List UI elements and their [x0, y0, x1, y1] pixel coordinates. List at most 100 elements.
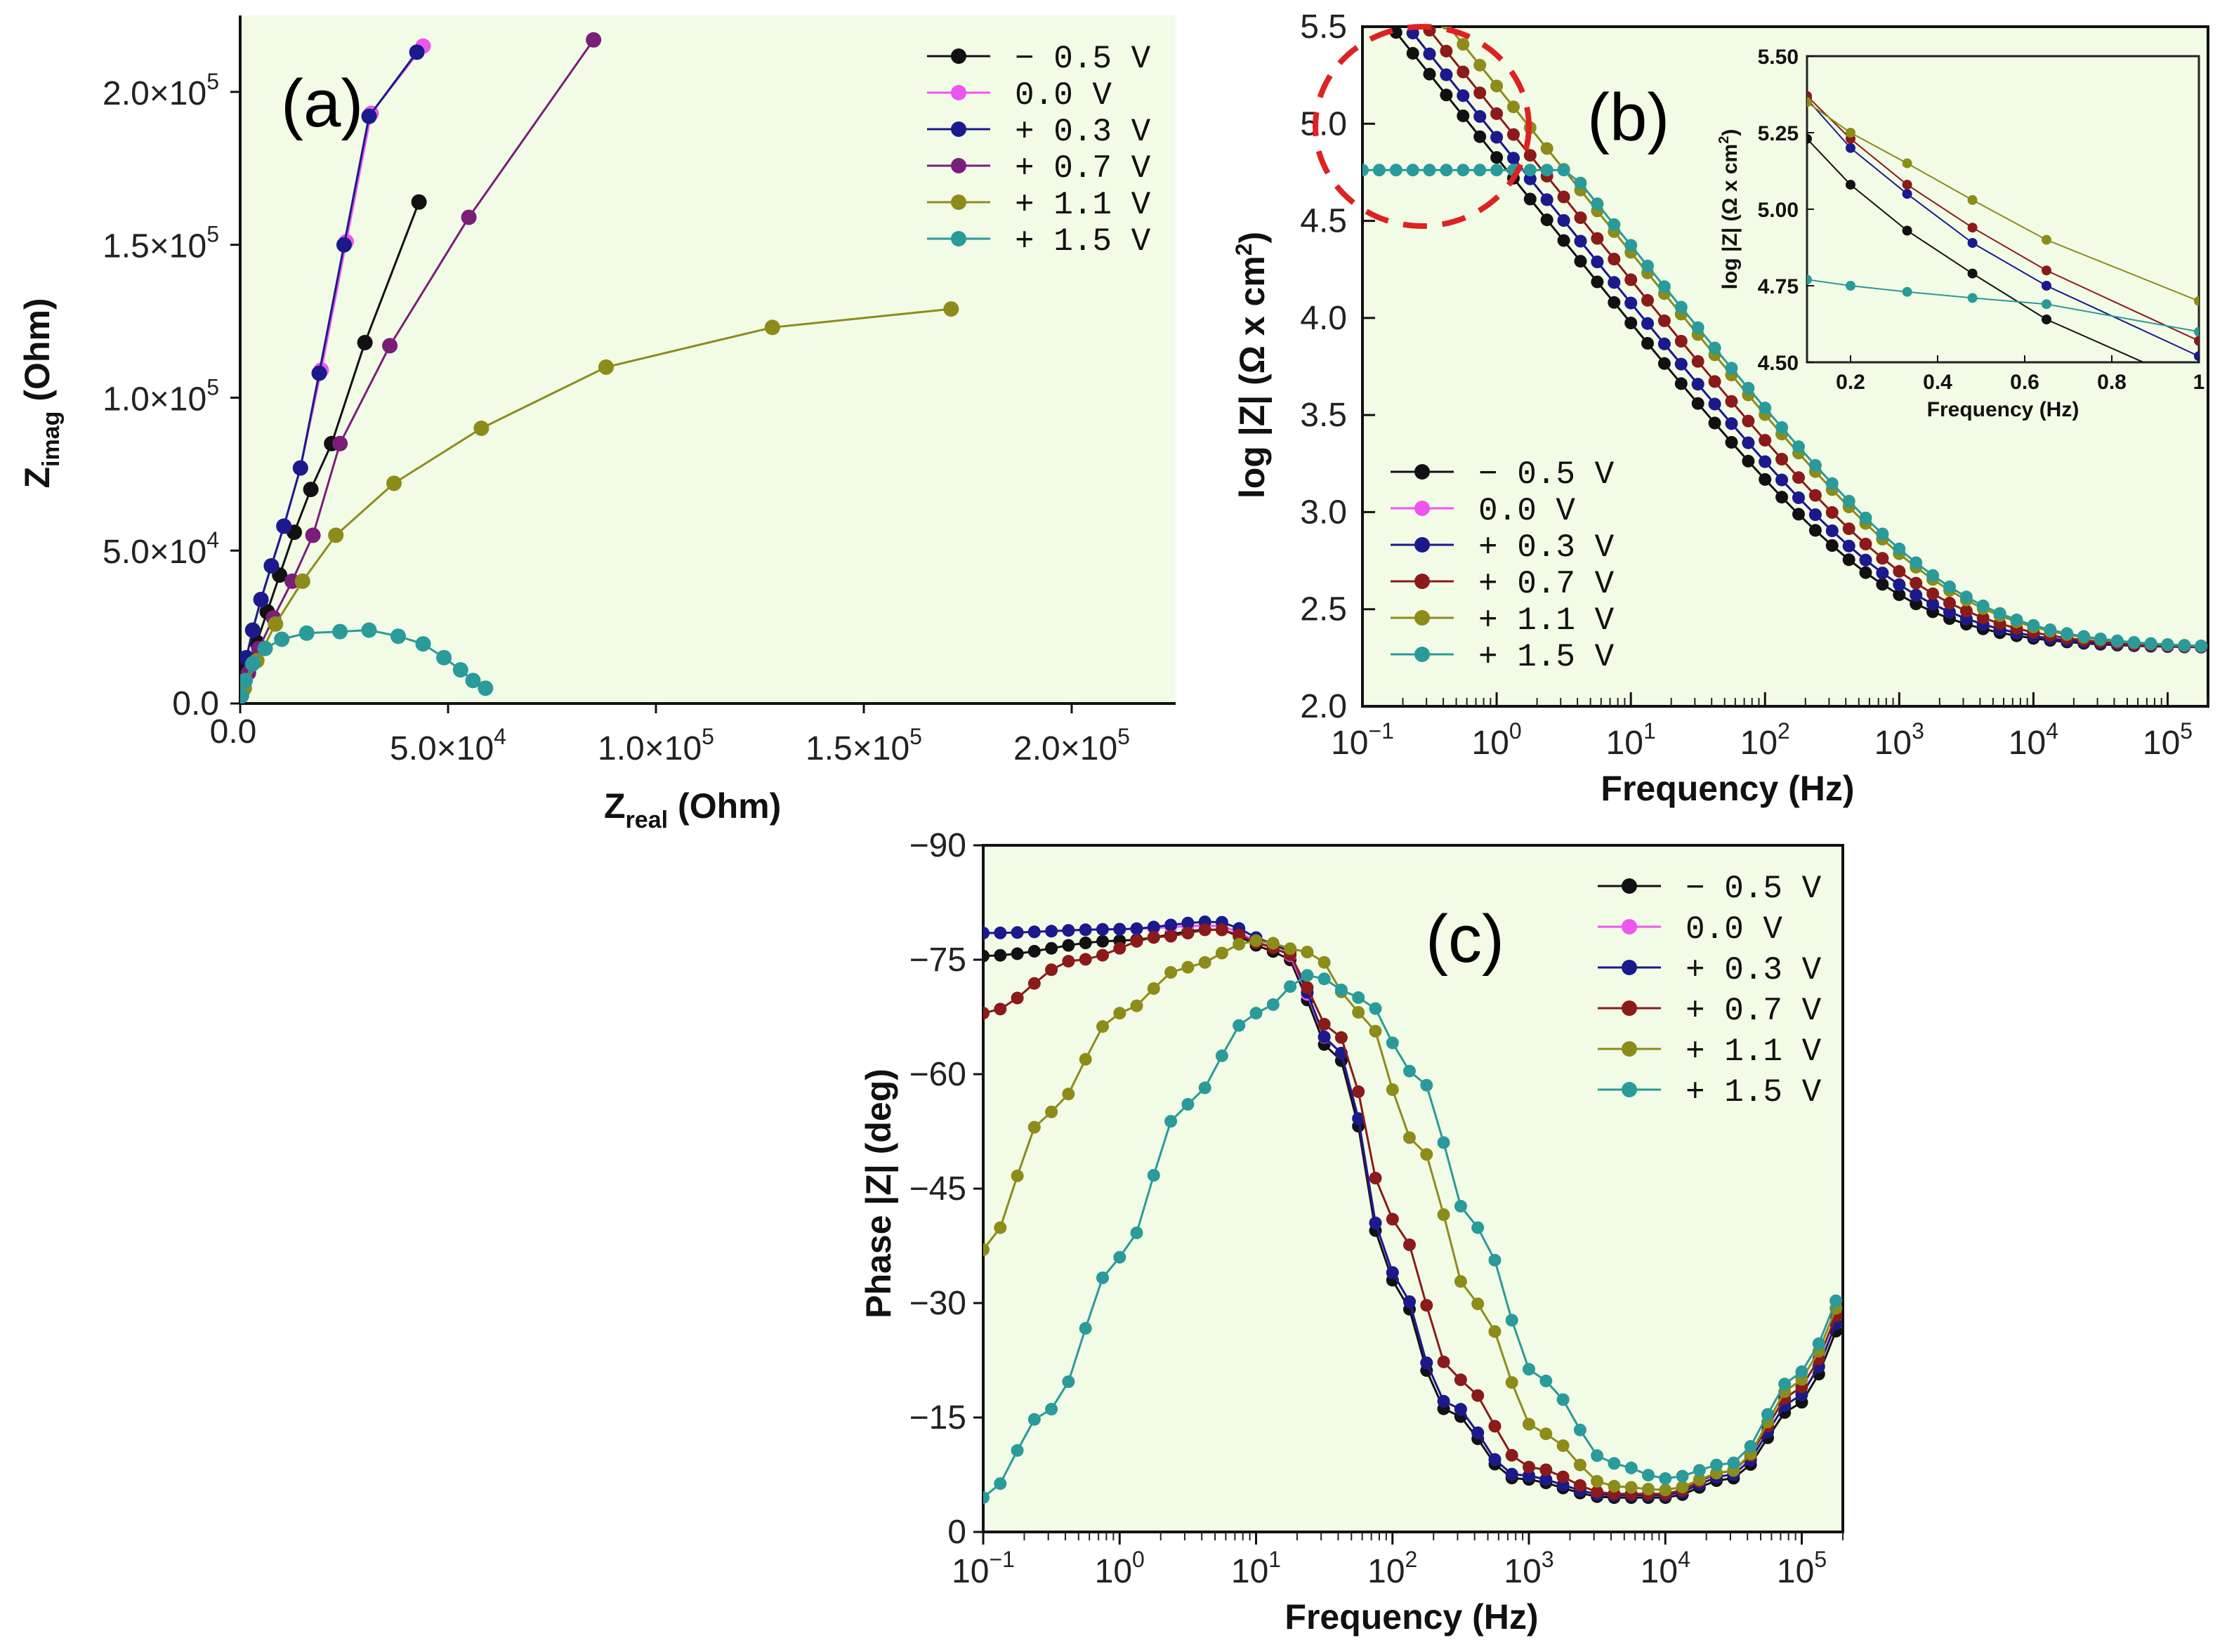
data-point	[1829, 1294, 1843, 1307]
data-point	[292, 460, 308, 476]
legend-marker	[1622, 1041, 1637, 1057]
legend-marker	[1622, 919, 1637, 934]
data-point	[1490, 107, 1504, 120]
y-tick-label: 3.5	[1300, 397, 1347, 434]
data-point	[1641, 259, 1654, 272]
data-point	[2161, 638, 2174, 651]
x-tick-label: 105	[1777, 1547, 1827, 1590]
data-point	[452, 662, 468, 678]
data-point	[1807, 275, 1812, 285]
panel-a-label: (a)	[281, 66, 363, 141]
data-point	[994, 1477, 1007, 1491]
series-line	[1807, 138, 2146, 362]
panel-c-bode-phase-plot: 10−1 100 101 102 103 104 105 0 −15 −30 −45 −60 −75 −9…	[859, 827, 1844, 1637]
data-point	[386, 475, 402, 491]
legend-label: + 0.7 V	[1478, 566, 1615, 602]
data-point	[1557, 190, 1570, 204]
legend-entry: 0.0 V	[1391, 493, 1575, 529]
legend-label: + 0.7 V	[1686, 993, 1822, 1029]
data-point	[1591, 197, 1604, 211]
data-point	[1420, 1356, 1433, 1370]
data-point	[1147, 920, 1160, 934]
data-point	[1473, 58, 1487, 72]
data-point	[1591, 1449, 1604, 1462]
data-point	[1215, 923, 1228, 937]
data-point	[1624, 296, 1638, 310]
data-point	[1708, 375, 1721, 388]
data-point	[1959, 604, 1973, 618]
data-point	[1062, 1088, 1075, 1101]
data-point	[1164, 930, 1178, 943]
data-point	[1926, 569, 1940, 582]
data-point	[1490, 164, 1504, 177]
data-point	[1027, 1413, 1041, 1426]
data-point	[1967, 268, 1978, 279]
data-point	[1808, 508, 1822, 522]
data-point	[1233, 928, 1246, 941]
data-point	[983, 1491, 990, 1505]
data-point	[2195, 639, 2208, 652]
data-point	[1440, 88, 1453, 102]
data-point	[1608, 296, 1621, 309]
data-point	[1842, 539, 1855, 553]
data-point	[994, 1221, 1007, 1234]
data-point	[1591, 256, 1604, 268]
data-point	[294, 573, 310, 589]
data-point	[1386, 1036, 1399, 1050]
data-point	[1795, 1365, 1808, 1378]
data-point	[1556, 1470, 1570, 1484]
data-point	[411, 194, 427, 210]
data-point	[1062, 1375, 1075, 1388]
legend-label: 0.0 V	[1015, 77, 1112, 114]
data-point	[2042, 265, 2051, 276]
data-point	[1523, 1363, 1535, 1376]
data-point	[1775, 421, 1789, 434]
legend-marker	[1622, 960, 1637, 975]
data-point	[1943, 605, 1956, 619]
data-point	[1423, 67, 1436, 81]
series-line	[1807, 95, 2199, 342]
data-point	[1011, 947, 1024, 960]
x-tick-label: 0.0	[210, 713, 257, 751]
x-tick-label: 1.0×105	[598, 724, 714, 767]
data-point	[994, 949, 1007, 962]
data-point	[1691, 355, 1704, 368]
data-point	[1318, 1030, 1331, 1043]
legend-label: + 1.1 V	[1015, 187, 1151, 223]
data-point	[1130, 922, 1143, 935]
inset-y-tick-label: 5.50	[1758, 46, 1799, 69]
data-point	[1249, 1007, 1263, 1020]
data-point	[1725, 362, 1738, 375]
data-point	[1624, 1461, 1638, 1474]
legend-marker	[951, 121, 966, 137]
data-point	[1761, 1408, 1774, 1421]
inset-x-tick-label: 0.4	[1923, 371, 1952, 394]
panel-b-highlight-circle	[1313, 24, 1532, 229]
data-point	[1011, 1169, 1024, 1182]
y-tick-label: 0.0	[172, 685, 219, 722]
data-point	[1591, 275, 1604, 289]
data-point	[240, 688, 249, 703]
data-point	[1027, 944, 1041, 958]
data-point	[1742, 414, 1755, 428]
data-point	[1507, 100, 1520, 114]
data-point	[1215, 1049, 1228, 1062]
data-point	[1902, 180, 1912, 190]
data-point	[1727, 1456, 1740, 1469]
data-point	[1440, 44, 1453, 58]
data-point	[1147, 931, 1160, 944]
legend-marker	[1414, 501, 1430, 516]
data-point	[1574, 255, 1587, 268]
data-point	[1505, 1448, 1518, 1462]
data-point	[1403, 1295, 1416, 1308]
data-point	[1808, 458, 1822, 472]
x-tick-label: 5.0×104	[390, 724, 506, 767]
data-point	[1457, 65, 1470, 79]
data-point	[1674, 335, 1688, 348]
data-point	[1079, 1052, 1092, 1066]
data-point	[1967, 293, 1978, 303]
data-point	[461, 209, 477, 225]
inset-y-tick-label: 4.75	[1758, 275, 1799, 298]
inset-axes: 0.2 0.4 0.6 0.8 1 4.50 4.75 5.00 5.25 5.50	[1758, 46, 2205, 394]
